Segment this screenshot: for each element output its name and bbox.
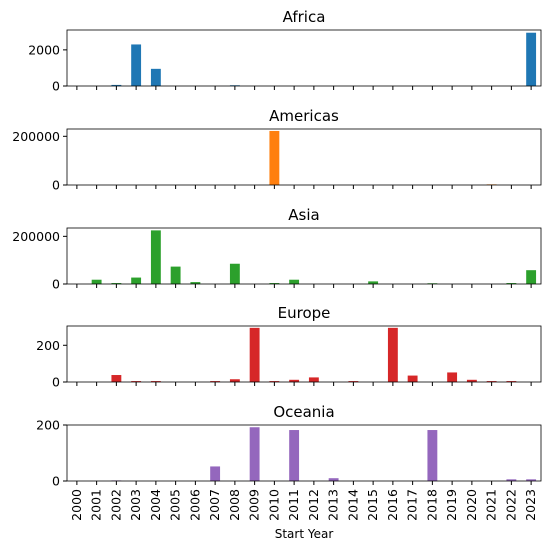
x-tick-label-2006: 2006	[187, 489, 202, 521]
y-tick-label-americas-200000: 200000	[12, 129, 60, 144]
bar-asia-2011	[289, 279, 300, 284]
panel-africa: Africa 0 2000	[28, 8, 542, 94]
bar-europe-2003	[131, 381, 142, 382]
x-tick-label-2005: 2005	[168, 489, 183, 521]
panel-oceania: Oceania 0 200	[36, 403, 542, 489]
x-axis-label: Start Year	[275, 527, 334, 541]
y-tick-label-americas-0: 0	[52, 178, 60, 193]
panel-frame-americas	[66, 128, 542, 186]
x-tick-label-2019: 2019	[444, 489, 459, 521]
y-tick-label-asia-0: 0	[52, 277, 60, 292]
x-tick-label-2012: 2012	[306, 489, 321, 521]
bar-europe-2021	[486, 381, 497, 382]
bar-asia-2010	[269, 283, 280, 284]
bar-asia-2015	[368, 281, 379, 284]
bar-africa-2002	[111, 84, 122, 86]
x-tick-label-2018: 2018	[424, 489, 439, 521]
x-tick-label-2010: 2010	[266, 489, 281, 521]
y-tick-label-africa-2000: 2000	[28, 42, 60, 57]
bar-oceania-2022	[506, 479, 517, 481]
bar-europe-2012	[308, 377, 319, 382]
chart-panels: Africa02000Americas0200000Asia0200000Eur…	[12, 8, 542, 489]
panel-americas: Americas 0 200000	[12, 107, 542, 193]
panel-frame-africa	[66, 29, 542, 87]
y-tick-label-africa-0: 0	[52, 79, 60, 94]
x-tick-label-2001: 2001	[89, 489, 104, 521]
bar-asia-2004	[150, 230, 161, 284]
bar-oceania-2011	[289, 430, 300, 481]
y-tick-label-europe-0: 0	[52, 375, 60, 390]
y-tick-label-oceania-0: 0	[52, 474, 60, 489]
x-tick-label-2011: 2011	[286, 489, 301, 521]
x-tick-label-2021: 2021	[484, 489, 499, 521]
bar-oceania-2009	[249, 427, 260, 481]
bar-americas-2010	[269, 130, 280, 185]
y-tick-label-oceania-200: 200	[36, 418, 60, 433]
x-tick-label-2013: 2013	[326, 489, 341, 521]
panel-europe: Europe 0 200	[36, 304, 542, 390]
bar-europe-2022	[506, 381, 517, 382]
panel-title-asia: Asia	[288, 206, 319, 224]
x-tick-label-2023: 2023	[523, 489, 538, 521]
bar-asia-2003	[131, 277, 142, 284]
bar-europe-2002	[111, 375, 122, 382]
x-tick-label-2007: 2007	[207, 489, 222, 521]
bar-europe-2010	[269, 381, 280, 382]
bar-oceania-2018	[427, 430, 438, 481]
bar-asia-2008	[229, 263, 240, 284]
bar-europe-2011	[289, 379, 300, 382]
x-tick-label-2015: 2015	[365, 489, 380, 521]
x-tick-label-2017: 2017	[405, 489, 420, 521]
x-tick-label-2002: 2002	[108, 489, 123, 521]
y-tick-label-asia-200000: 200000	[12, 229, 60, 244]
x-tick-label-2003: 2003	[128, 489, 143, 521]
bar-oceania-2023	[526, 479, 537, 481]
bar-asia-2023	[526, 270, 537, 284]
bar-asia-2022	[506, 283, 517, 284]
panel-title-americas: Americas	[269, 107, 339, 125]
bar-europe-2016	[387, 327, 398, 382]
bar-europe-2004	[150, 381, 161, 382]
x-tick-label-2020: 2020	[464, 489, 479, 521]
panel-frame-europe	[66, 325, 542, 383]
x-tick-label-2022: 2022	[503, 489, 518, 521]
bar-asia-2005	[170, 266, 181, 284]
bar-asia-2002	[111, 283, 122, 284]
bar-europe-2019	[447, 372, 458, 382]
x-tick-label-2009: 2009	[247, 489, 262, 521]
x-tick-label-2014: 2014	[345, 489, 360, 521]
y-tick-label-europe-200: 200	[36, 338, 60, 353]
panel-title-africa: Africa	[283, 8, 326, 26]
bar-europe-2009	[249, 327, 260, 382]
bar-africa-2004	[150, 68, 161, 86]
bar-oceania-2013	[328, 478, 339, 481]
panel-title-oceania: Oceania	[273, 403, 334, 421]
bar-africa-2003	[131, 44, 142, 86]
panel-frame-asia	[66, 227, 542, 285]
x-tick-label-2016: 2016	[385, 489, 400, 521]
bar-europe-2008	[229, 379, 240, 382]
bar-europe-2014	[348, 381, 359, 382]
panel-frame-oceania	[66, 424, 542, 482]
panel-title-europe: Europe	[278, 304, 331, 322]
bar-oceania-2007	[210, 466, 221, 481]
x-tick-label-2008: 2008	[227, 489, 242, 521]
x-tick-label-2004: 2004	[148, 489, 163, 521]
bar-asia-2006	[190, 282, 201, 284]
bar-europe-2007	[210, 381, 221, 382]
bar-asia-2001	[91, 279, 102, 284]
bar-europe-2020	[466, 379, 477, 382]
x-axis: 2000 2001 2002 2003 2004 2005 2006 2007 2008 2009…	[69, 489, 538, 521]
bar-africa-2023	[526, 32, 537, 86]
x-tick-label-2000: 2000	[69, 489, 84, 521]
panel-asia: Asia 0 200000	[12, 206, 542, 292]
bar-europe-2017	[407, 375, 418, 382]
